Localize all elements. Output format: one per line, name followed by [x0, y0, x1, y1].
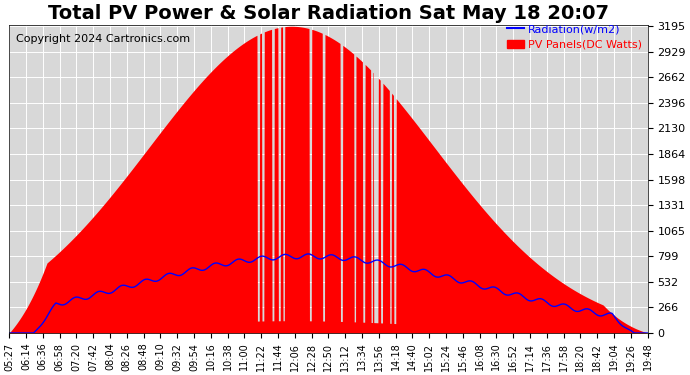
Text: Copyright 2024 Cartronics.com: Copyright 2024 Cartronics.com: [16, 34, 190, 44]
Title: Total PV Power & Solar Radiation Sat May 18 20:07: Total PV Power & Solar Radiation Sat May…: [48, 4, 609, 23]
Legend: Radiation(w/m2), PV Panels(DC Watts): Radiation(w/m2), PV Panels(DC Watts): [507, 24, 642, 50]
